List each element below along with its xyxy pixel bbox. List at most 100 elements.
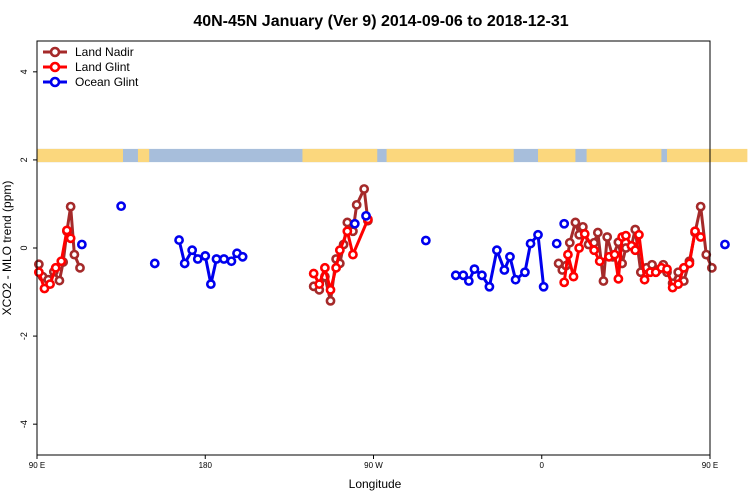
x-tick-label: 90 W	[364, 461, 383, 470]
data-point	[219, 254, 229, 264]
x-tick-label: 0	[540, 461, 545, 470]
data-point	[684, 258, 695, 269]
data-point	[149, 258, 160, 269]
data-point	[342, 217, 353, 228]
data-point	[334, 245, 345, 256]
data-point	[331, 262, 342, 273]
legend-label: Land Nadir	[75, 45, 134, 59]
land-band-segment	[386, 148, 514, 163]
data-point	[568, 271, 579, 282]
data-point	[174, 235, 184, 245]
y-axis-label: XCO2 - MLO trend (ppm)	[0, 181, 14, 316]
legend-label: Ocean Glint	[75, 75, 139, 89]
data-point	[695, 201, 706, 212]
data-point	[491, 245, 502, 256]
data-point	[609, 249, 620, 260]
data-point	[54, 275, 65, 286]
data-point	[361, 210, 371, 221]
data-point	[308, 268, 319, 279]
legend-item: Land Nadir	[43, 45, 134, 59]
data-point	[319, 262, 330, 273]
data-point	[594, 256, 605, 267]
data-point	[538, 281, 549, 292]
data-point	[33, 259, 44, 270]
data-point	[525, 238, 536, 249]
data-point	[226, 256, 237, 267]
data-point	[613, 273, 624, 284]
data-point	[505, 251, 515, 262]
y-tick-label: 4	[19, 69, 29, 74]
data-point	[450, 270, 461, 281]
data-point	[69, 249, 80, 260]
data-point	[559, 218, 570, 229]
data-point	[469, 264, 480, 275]
y-tick-label: -4	[19, 420, 29, 428]
data-point	[574, 243, 585, 253]
data-point	[520, 267, 530, 278]
data-point	[630, 245, 641, 256]
legend-swatch-marker	[49, 61, 61, 73]
x-tick-label: 90 E	[702, 461, 718, 470]
data-point	[695, 232, 706, 242]
data-point	[45, 279, 55, 290]
data-point	[237, 251, 248, 262]
data-point	[673, 279, 684, 290]
data-point	[620, 230, 631, 241]
series-3	[76, 201, 730, 292]
legend-item: Land Glint	[43, 60, 130, 74]
data-point	[564, 237, 575, 248]
data-point	[205, 279, 216, 290]
data-point	[179, 258, 190, 269]
land-band-segment	[667, 148, 748, 163]
land-band-segment	[586, 148, 662, 163]
land-band-segment	[302, 148, 378, 163]
plot-series	[33, 184, 730, 306]
data-point	[484, 281, 495, 292]
data-point	[192, 254, 203, 264]
data-point	[211, 254, 222, 264]
land-ocean-band	[37, 148, 748, 163]
data-point	[559, 277, 570, 288]
x-tick-label: 180	[199, 461, 213, 470]
legend-swatch-marker	[49, 76, 61, 88]
data-point	[349, 218, 360, 229]
data-point	[602, 232, 613, 242]
data-point	[570, 217, 581, 228]
data-point	[463, 276, 474, 286]
legend-swatch-marker	[49, 46, 61, 58]
series-1	[33, 184, 717, 306]
data-point	[62, 225, 72, 236]
data-point	[56, 256, 67, 267]
data-point	[720, 239, 730, 250]
data-point	[639, 274, 650, 285]
data-point	[76, 239, 87, 250]
data-point	[706, 262, 717, 273]
data-point	[116, 201, 127, 212]
data-point	[75, 262, 85, 273]
data-point	[348, 249, 358, 260]
data-point	[420, 235, 431, 246]
data-point	[187, 245, 198, 256]
land-band-segment	[37, 148, 123, 163]
data-point	[533, 229, 543, 240]
data-point	[701, 249, 712, 260]
data-point	[579, 229, 590, 239]
data-point	[510, 274, 521, 285]
data-point	[551, 238, 562, 249]
y-tick-label: -2	[19, 332, 29, 340]
land-band-segment	[137, 148, 150, 163]
y-tick-label: 2	[19, 157, 29, 162]
data-point	[690, 226, 700, 237]
data-point	[342, 226, 353, 237]
y-axis-ticks: -4 -2 0 2 4	[19, 69, 37, 428]
x-tick-label: 90 E	[29, 461, 45, 470]
y-tick-label: 0	[19, 245, 29, 250]
data-point	[499, 265, 510, 275]
x-axis-label: Longitude	[349, 477, 402, 491]
data-point	[458, 270, 469, 281]
land-band-segment	[538, 148, 576, 163]
data-point	[589, 245, 599, 256]
